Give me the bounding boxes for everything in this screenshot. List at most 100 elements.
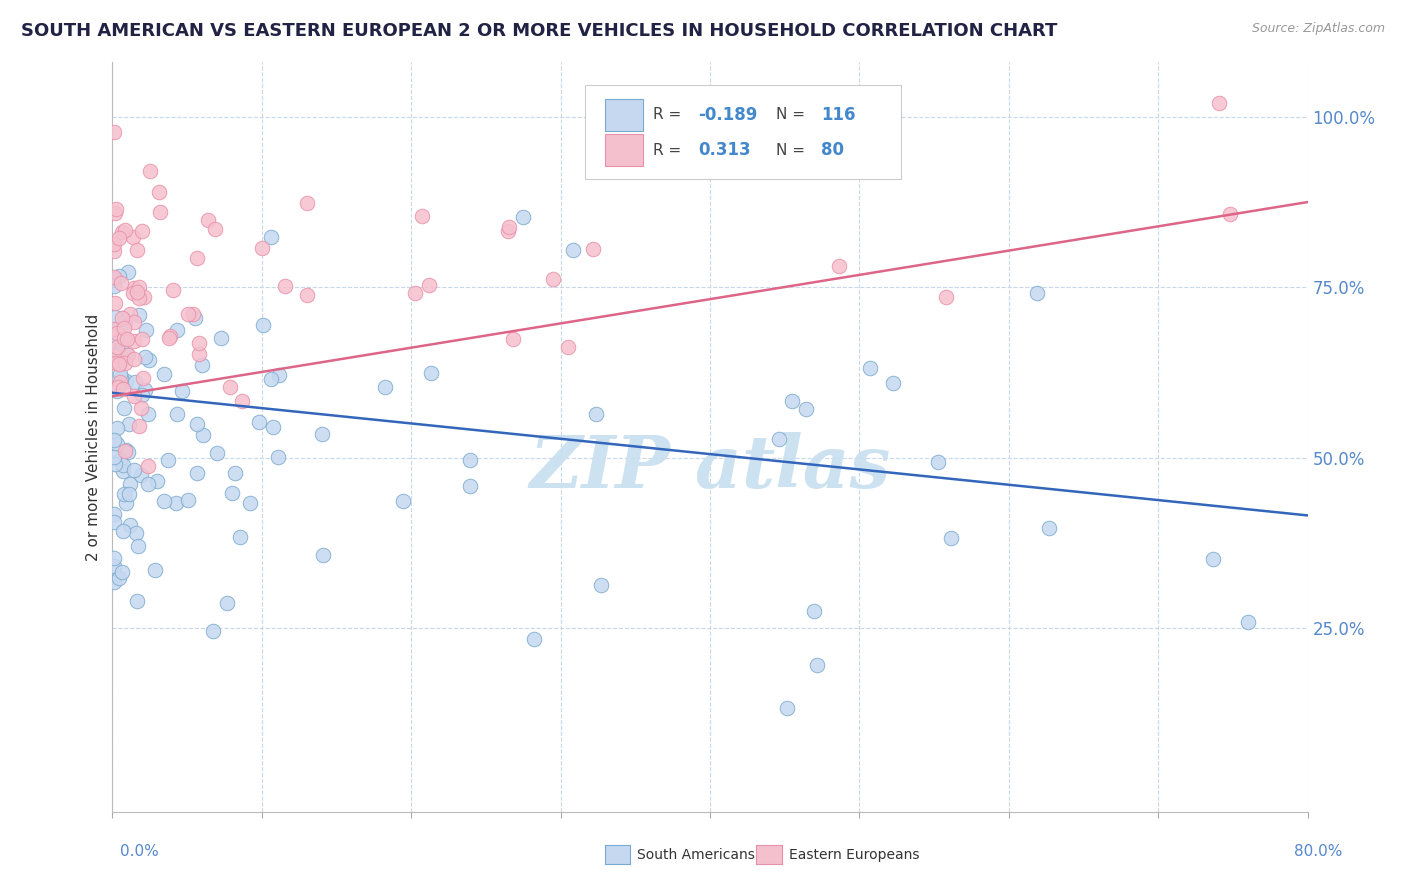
Point	[209, 331, 232, 345]
Point	[311, 427, 333, 442]
Point	[112, 330, 135, 344]
Text: R =: R =	[652, 107, 686, 122]
Point	[229, 530, 252, 544]
Point	[1202, 551, 1225, 566]
Point	[295, 288, 318, 302]
Text: South Americans: South Americans	[637, 847, 755, 862]
Point	[582, 242, 605, 256]
Point	[252, 318, 274, 333]
Point	[267, 450, 290, 464]
Point	[201, 624, 224, 638]
Point	[111, 310, 134, 325]
Point	[103, 335, 125, 350]
Point	[114, 374, 136, 388]
Point	[111, 382, 134, 396]
Point	[124, 334, 146, 348]
Text: SOUTH AMERICAN VS EASTERN EUROPEAN 2 OR MORE VEHICLES IN HOUSEHOLD CORRELATION C: SOUTH AMERICAN VS EASTERN EUROPEAN 2 OR …	[21, 22, 1057, 40]
Point	[794, 401, 817, 416]
Text: N =: N =	[776, 143, 810, 158]
Point	[118, 487, 141, 501]
Point	[221, 486, 243, 500]
Point	[104, 206, 127, 220]
Point	[129, 401, 152, 415]
Point	[105, 202, 128, 216]
Text: N =: N =	[776, 107, 810, 122]
Point	[149, 204, 172, 219]
Point	[117, 348, 139, 362]
Point	[152, 368, 174, 382]
Text: 80.0%: 80.0%	[1295, 845, 1343, 859]
Point	[110, 342, 132, 356]
Text: 80: 80	[821, 141, 844, 159]
Point	[190, 358, 212, 372]
Point	[512, 211, 534, 225]
Point	[105, 326, 128, 341]
Point	[186, 466, 208, 480]
Point	[803, 604, 825, 618]
Point	[110, 350, 132, 364]
Point	[112, 401, 135, 416]
Point	[104, 295, 127, 310]
Point	[104, 457, 127, 471]
Point	[166, 407, 188, 421]
Point	[543, 272, 565, 286]
Point	[935, 290, 957, 304]
Point	[143, 563, 166, 577]
Point	[239, 496, 262, 510]
Point	[105, 437, 128, 451]
Point	[780, 394, 803, 409]
Point	[103, 244, 125, 258]
Point	[111, 524, 134, 538]
Point	[460, 479, 482, 493]
Point	[111, 225, 134, 239]
FancyBboxPatch shape	[585, 85, 901, 178]
Point	[1208, 96, 1230, 111]
Point	[107, 335, 129, 350]
Point	[117, 445, 139, 459]
Point	[107, 380, 129, 394]
Point	[927, 454, 949, 468]
Point	[762, 121, 785, 136]
Point	[103, 507, 125, 521]
Point	[134, 350, 156, 364]
Point	[114, 443, 136, 458]
Point	[404, 285, 426, 300]
Point	[1237, 615, 1260, 629]
Point	[110, 453, 132, 467]
Point	[138, 353, 160, 368]
Point	[557, 340, 579, 354]
Point	[267, 368, 290, 383]
Point	[122, 351, 145, 366]
Point	[250, 241, 273, 255]
Point	[107, 384, 129, 398]
Point	[117, 265, 139, 279]
Point	[184, 310, 207, 325]
Point	[103, 433, 125, 447]
Point	[152, 494, 174, 508]
Text: ZIP atlas: ZIP atlas	[530, 432, 890, 502]
Point	[585, 408, 607, 422]
Point	[139, 164, 162, 178]
Text: 0.0%: 0.0%	[120, 845, 159, 859]
FancyBboxPatch shape	[605, 99, 643, 130]
Point	[103, 125, 125, 139]
Point	[103, 270, 125, 285]
Point	[131, 332, 153, 346]
Point	[1025, 286, 1047, 301]
Point	[112, 487, 135, 501]
Point	[374, 380, 396, 394]
Point	[247, 415, 270, 429]
Point	[122, 389, 145, 403]
Text: Source: ZipAtlas.com: Source: ZipAtlas.com	[1251, 22, 1385, 36]
Point	[260, 229, 283, 244]
Point	[177, 493, 200, 508]
Point	[129, 467, 152, 482]
Point	[111, 465, 134, 479]
Point	[103, 322, 125, 336]
Point	[118, 417, 141, 431]
Point	[166, 322, 188, 336]
Point	[197, 213, 219, 227]
Point	[111, 458, 134, 473]
Point	[458, 453, 481, 467]
Point	[103, 450, 125, 464]
